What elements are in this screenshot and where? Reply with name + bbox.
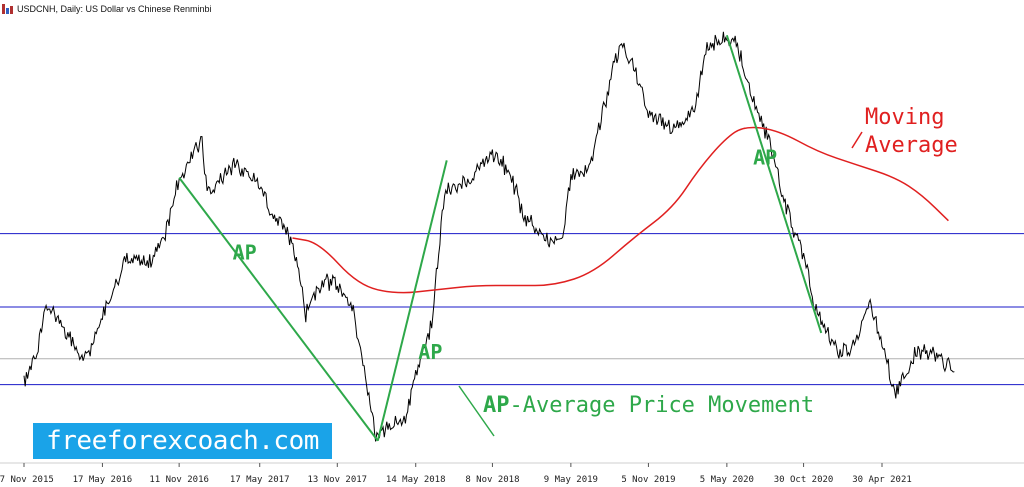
ap-legend-text: AP-Average Price Movement bbox=[483, 393, 814, 418]
moving-average-note: Moving bbox=[865, 105, 944, 130]
ap-legend-abbrev: AP bbox=[483, 393, 510, 418]
ap-trend-line bbox=[725, 34, 823, 334]
ap-label: AP bbox=[233, 241, 257, 265]
x-tick-label: 5 Nov 2019 bbox=[621, 475, 675, 485]
ap-trend-line bbox=[376, 160, 448, 441]
site-watermark: freeforexcoach.com bbox=[33, 423, 332, 459]
ap-label: AP bbox=[753, 146, 777, 170]
x-tick-label: 5 May 2020 bbox=[700, 475, 754, 485]
moving-average-line bbox=[292, 126, 949, 294]
x-tick-label: 30 Oct 2020 bbox=[774, 475, 834, 485]
ap-legend-description: -Average Price Movement bbox=[510, 393, 815, 418]
x-tick-label: 8 Nov 2018 bbox=[465, 475, 519, 485]
x-tick-label: 17 Nov 2015 bbox=[0, 475, 54, 485]
chart-window-icon bbox=[2, 4, 14, 14]
ap-trend-line bbox=[178, 177, 379, 442]
moving-average-note: Average bbox=[865, 133, 958, 158]
chart-header: USDCNH, Daily: US Dollar vs Chinese Renm… bbox=[2, 2, 212, 16]
moving-average-pointer bbox=[851, 131, 863, 149]
ap-label: AP bbox=[418, 340, 442, 364]
price-series-line bbox=[23, 31, 955, 442]
x-tick-label: 13 Nov 2017 bbox=[307, 475, 367, 485]
ap-legend-mark bbox=[458, 385, 495, 437]
x-tick-label: 17 May 2017 bbox=[230, 475, 290, 485]
x-tick-label: 11 Nov 2016 bbox=[149, 475, 209, 485]
chart-symbol-title: USDCNH, Daily: US Dollar vs Chinese Renm… bbox=[17, 4, 212, 14]
x-tick-label: 17 May 2016 bbox=[73, 475, 133, 485]
x-tick-label: 14 May 2018 bbox=[386, 475, 446, 485]
x-tick-label: 9 May 2019 bbox=[544, 475, 598, 485]
x-tick-label: 30 Apr 2021 bbox=[852, 475, 912, 485]
